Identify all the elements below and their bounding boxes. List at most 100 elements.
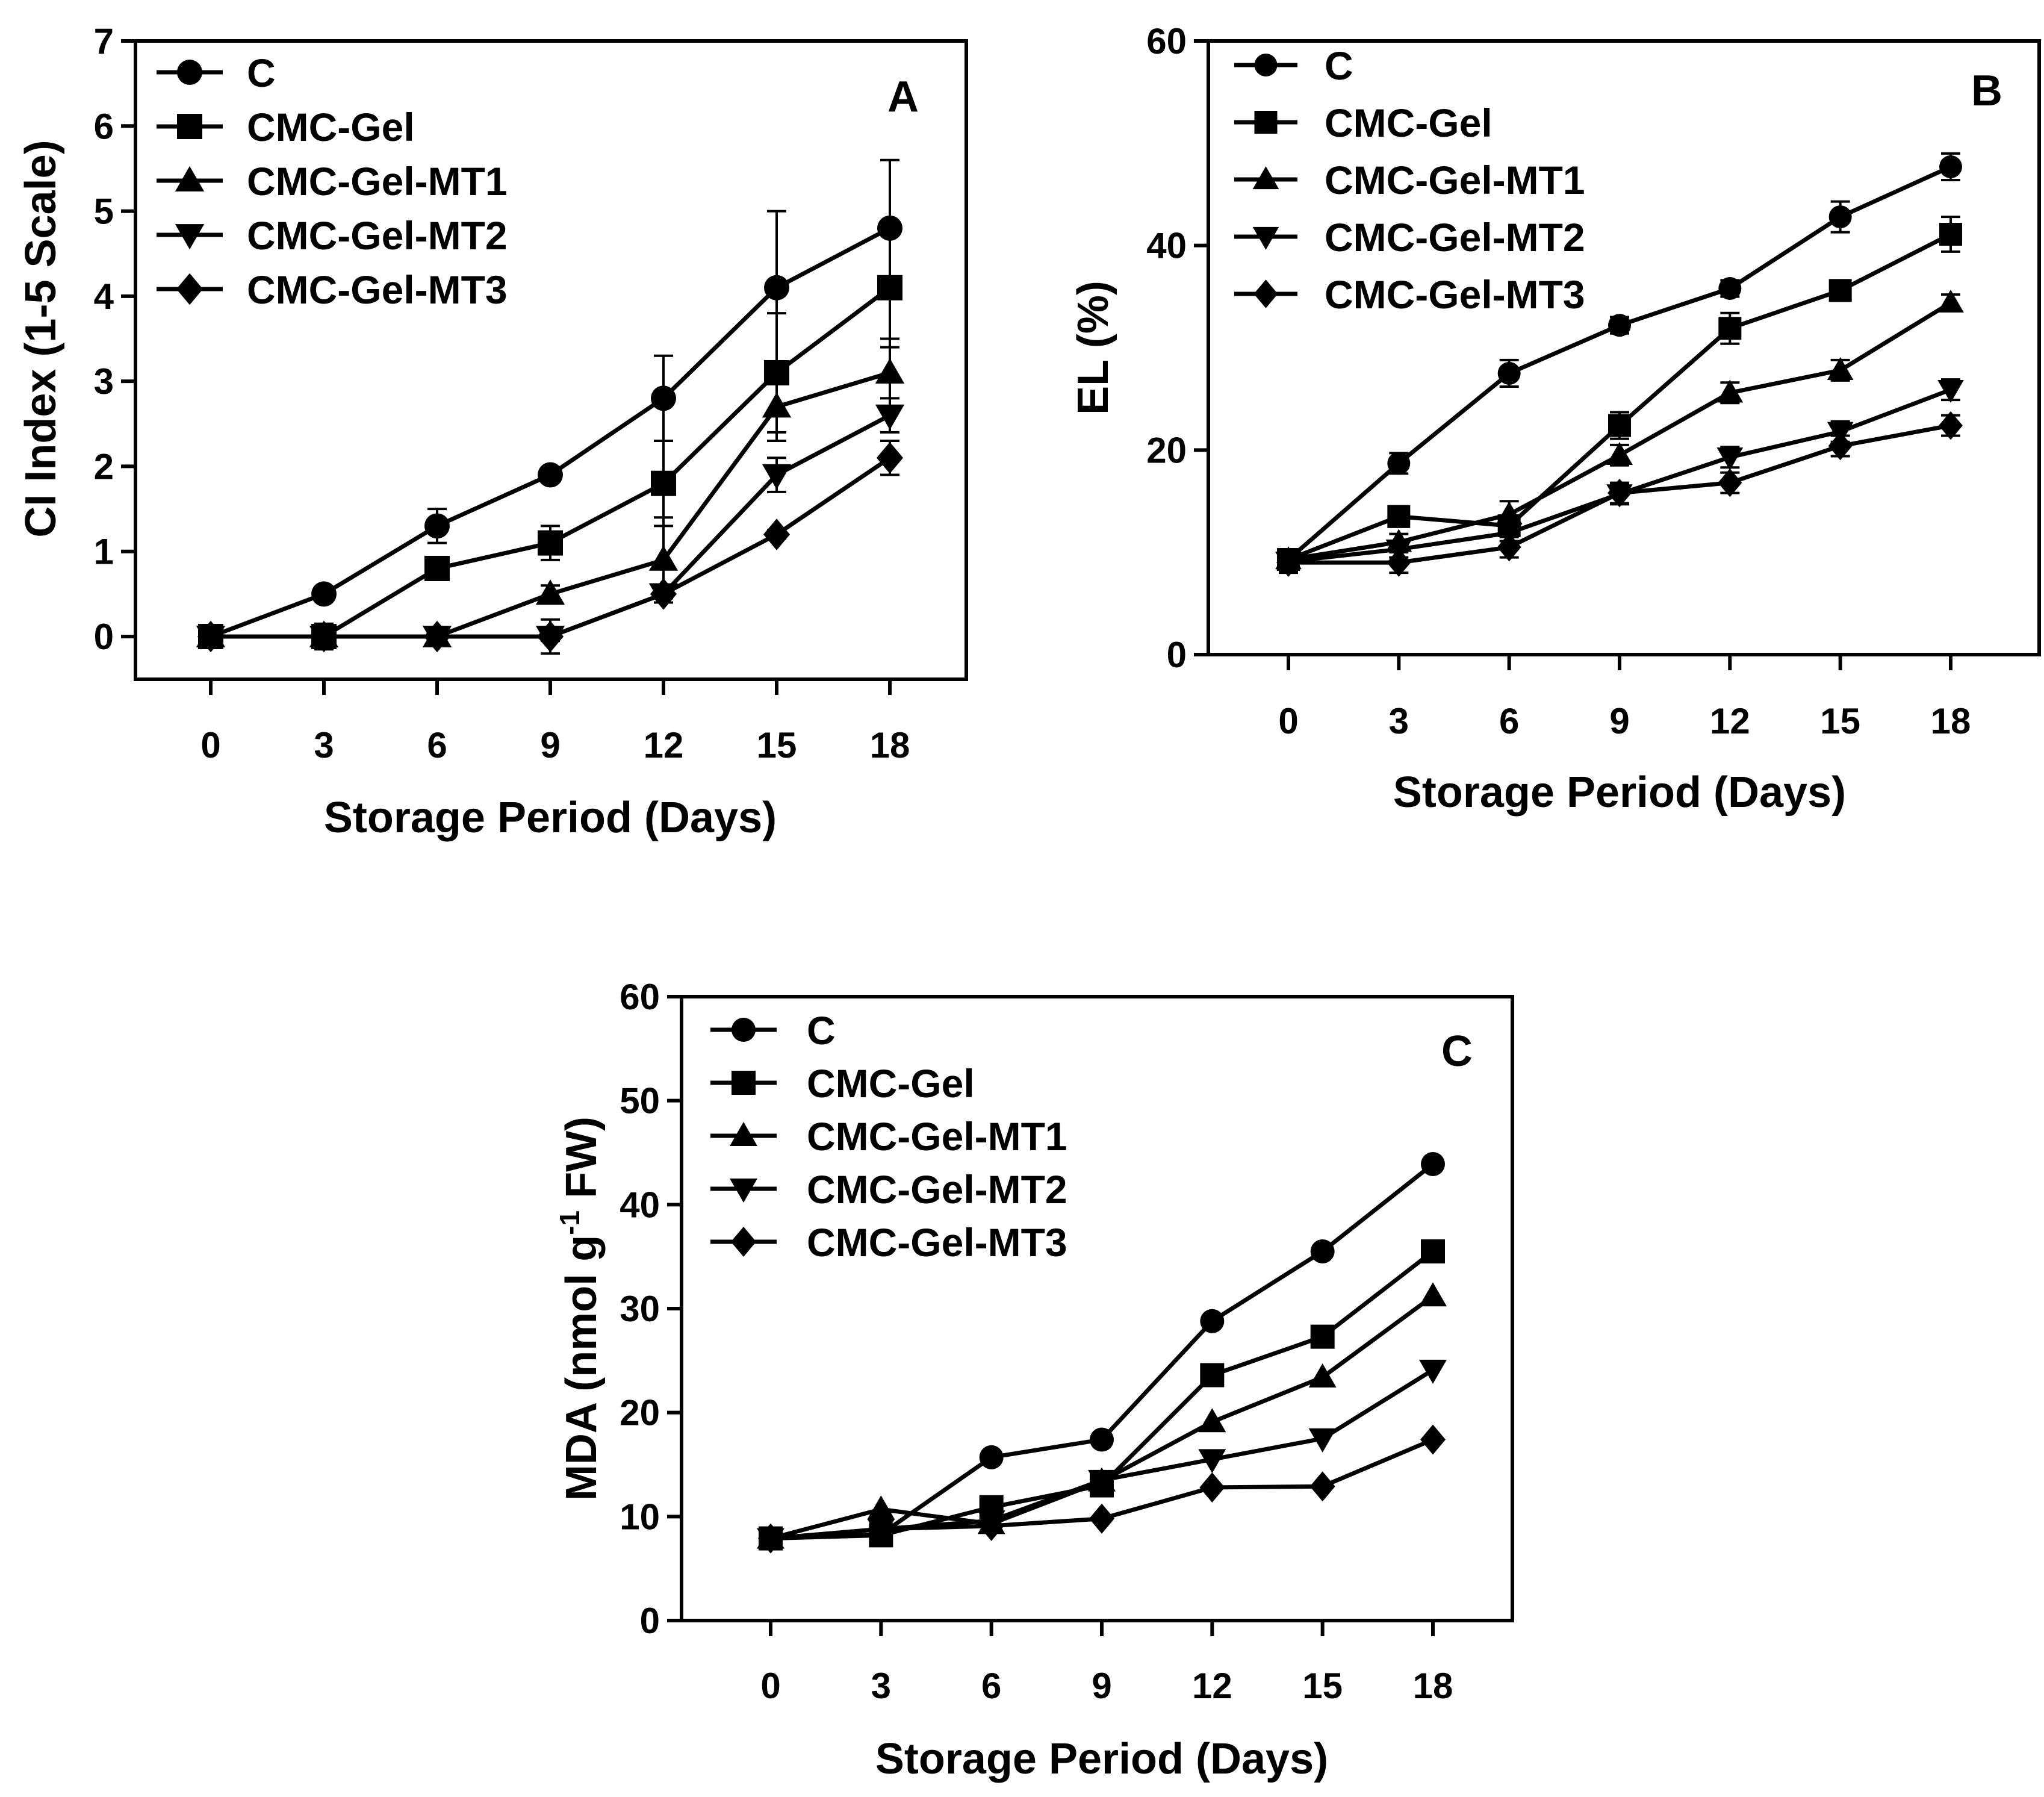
data-point-triangle-down: [1088, 1469, 1116, 1494]
y-axis-label: CI Index (1-5 Scale): [17, 140, 65, 537]
legend-label: CMC-Gel-MT2: [1325, 215, 1585, 260]
data-point-circle: [651, 385, 676, 411]
legend-entry: CMC-Gel-MT1: [157, 159, 508, 204]
data-point-circle: [424, 513, 450, 539]
legend-label: CMC-Gel-MT3: [807, 1220, 1067, 1265]
data-point-diamond: [1089, 1503, 1114, 1534]
data-point-circle: [1828, 205, 1852, 229]
chart-panel-c: 0 10 20 30 40 50 60 0 3 6 9 12 15 18 Storage Period (D…: [554, 977, 1514, 1783]
legend-label: CMC-Gel-MT2: [807, 1167, 1067, 1212]
panel-letter: B: [1971, 67, 2002, 115]
y-tick-label: 7: [94, 21, 114, 61]
x-tick-label: 18: [870, 725, 910, 765]
legend: C CMC-Gel CMC-Gel-MT1 CMC-Gel-MT2 CMC-Gel-MT…: [710, 1008, 1067, 1265]
data-point-circle: [979, 1445, 1004, 1469]
y-tick-label: 1: [94, 532, 114, 572]
data-point-triangle-up: [535, 579, 565, 605]
data-point-diamond: [763, 519, 791, 550]
legend-label: C: [807, 1008, 836, 1053]
series-cmc-gel: [1277, 216, 1962, 571]
y-axis-label-superscript: -1: [554, 1210, 585, 1235]
data-point-diamond: [868, 1514, 894, 1545]
legend-label: CMC-Gel: [1325, 101, 1493, 145]
legend-label: CMC-Gel-MT1: [1325, 158, 1585, 202]
y-tick-label: 0: [94, 617, 114, 657]
legend: C CMC-Gel CMC-Gel-MT1 CMC-Gel-MT2 CMC-Gel-MT…: [157, 51, 508, 312]
legend-marker-triangle-up: [1252, 166, 1279, 190]
data-point-circle: [538, 462, 563, 488]
x-tick-label: 12: [644, 725, 684, 765]
data-point-triangle-down: [875, 404, 905, 430]
legend-entry: C: [157, 51, 276, 95]
legend-entry: CMC-Gel: [1234, 101, 1493, 145]
x-tick-label: 12: [1710, 701, 1750, 741]
data-point-diamond: [650, 578, 677, 610]
y-tick-label: 20: [1146, 430, 1187, 470]
data-point-circle: [764, 275, 789, 301]
data-point-triangle-down: [1716, 447, 1744, 471]
data-point-circle: [1421, 1151, 1445, 1176]
data-point-triangle-up: [867, 1495, 895, 1520]
data-point-square: [1828, 279, 1852, 302]
data-point-diamond: [536, 620, 564, 653]
x-tick-label: 12: [1192, 1666, 1232, 1706]
legend-marker-square: [177, 114, 202, 139]
legend-label: CMC-Gel-MT1: [807, 1114, 1067, 1159]
data-point-diamond: [1420, 1424, 1446, 1455]
legend-entry: CMC-Gel-MT2: [1234, 215, 1585, 260]
data-point-square: [1939, 222, 1962, 246]
data-point-diamond: [876, 442, 904, 474]
y-tick-label: 40: [1146, 226, 1187, 266]
x-tick-label: 9: [540, 725, 560, 765]
data-point-diamond: [1276, 548, 1300, 577]
y-tick-label: 4: [94, 276, 114, 317]
data-point-square: [1718, 317, 1742, 340]
legend-marker-circle: [1254, 54, 1278, 76]
data-point-circle: [1310, 1239, 1335, 1264]
y-axis-label-main: MDA (nmol g: [558, 1235, 606, 1501]
data-point-square: [651, 470, 676, 496]
legend-entry: CMC-Gel-MT1: [710, 1114, 1067, 1159]
data-point-triangle-up: [1716, 379, 1744, 403]
data-point-triangle-up: [1496, 501, 1523, 525]
series-cmc-gel-mt3: [197, 440, 904, 653]
legend-marker-square: [732, 1071, 756, 1095]
legend-entry: CMC-Gel-MT3: [1234, 272, 1585, 317]
x-axis-label: Storage Period (Days): [875, 1735, 1328, 1783]
data-point-triangle-up: [1419, 1282, 1447, 1307]
x-tick-label: 0: [200, 725, 220, 765]
legend-label: CMC-Gel: [807, 1061, 975, 1106]
x-tick-label: 3: [871, 1666, 891, 1706]
data-point-circle: [1090, 1427, 1114, 1452]
series-cmc-gel-mt3: [758, 1424, 1446, 1554]
data-point-diamond: [197, 620, 225, 653]
data-point-circle: [311, 581, 337, 607]
x-tick-label: 15: [757, 725, 797, 765]
data-point-triangle-up: [1308, 1363, 1337, 1387]
y-tick-label: 50: [620, 1081, 660, 1121]
legend-entry: CMC-Gel-MT3: [157, 267, 508, 312]
y-axis-label: EL (%): [1069, 281, 1117, 415]
data-point-diamond: [1718, 468, 1742, 497]
legend-label: CMC-Gel-MT2: [247, 213, 508, 258]
y-tick-label: 60: [620, 977, 660, 1017]
legend-entry: CMC-Gel-MT1: [1234, 158, 1585, 202]
legend-marker-triangle-up: [730, 1122, 757, 1146]
legend-entry: CMC-Gel-MT2: [710, 1167, 1067, 1212]
data-point-square: [1387, 505, 1411, 528]
data-point-diamond: [1309, 1471, 1335, 1502]
y-axis-label-unit: FW): [558, 1117, 606, 1210]
data-point-triangle-up: [1606, 441, 1633, 465]
y-tick-label: 40: [620, 1185, 660, 1225]
legend-entry: C: [710, 1008, 836, 1053]
legend-marker-triangle-down: [730, 1179, 757, 1203]
x-axis-label: Storage Period (Days): [324, 794, 777, 842]
y-tick-label: 5: [94, 192, 114, 232]
data-point-triangle-down: [1419, 1359, 1447, 1384]
legend-label: C: [247, 51, 276, 95]
legend-label: CMC-Gel-MT3: [247, 267, 508, 312]
legend-label: CMC-Gel-MT3: [1325, 272, 1585, 317]
legend-label: CMC-Gel: [247, 105, 415, 149]
data-point-square: [1608, 414, 1631, 437]
